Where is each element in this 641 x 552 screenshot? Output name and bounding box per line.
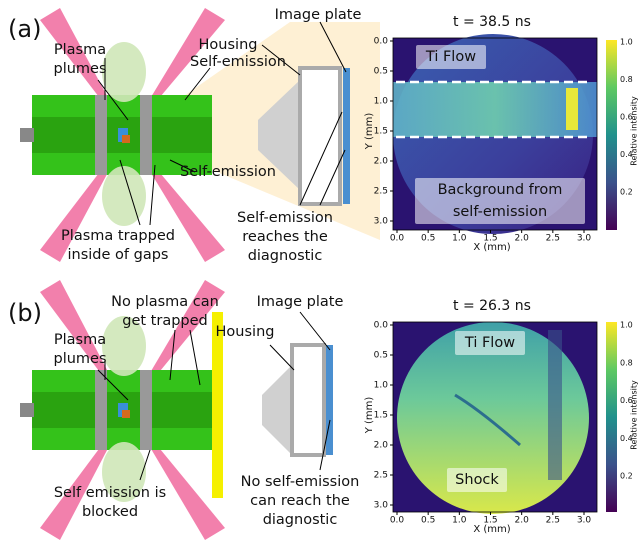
callout: can reach the bbox=[250, 493, 350, 509]
colorbar-tick-label: 0.8 bbox=[620, 358, 633, 367]
x-tick-label: 1.0 bbox=[452, 516, 467, 526]
x-tick-label: 1.5 bbox=[483, 516, 497, 526]
annotation: Ti Flow bbox=[425, 49, 476, 65]
x-tick-label: 2.0 bbox=[515, 234, 530, 244]
y-tick-label: 2.5 bbox=[374, 471, 388, 481]
annotation: Shock bbox=[455, 472, 499, 488]
x-tick-label: 0.0 bbox=[390, 234, 405, 244]
y-tick-label: 1.0 bbox=[374, 97, 389, 107]
x-tick-label: 2.0 bbox=[515, 516, 530, 526]
callout: Image plate bbox=[257, 294, 344, 310]
x-tick-label: 0.5 bbox=[421, 234, 435, 244]
y-tick-label: 1.0 bbox=[374, 381, 389, 391]
callout: Self-emission bbox=[237, 210, 333, 226]
y-tick-label: 2.5 bbox=[374, 187, 388, 197]
x-axis-label: X (mm) bbox=[473, 524, 510, 535]
annotation: self-emission bbox=[453, 204, 547, 220]
figure: (a) Image plate Housing Plasma plumes Self-em… bbox=[0, 0, 641, 552]
colorbar-tick-label: 0.6 bbox=[620, 396, 633, 405]
callout: No plasma can bbox=[111, 294, 219, 310]
callout: No self-emission bbox=[241, 474, 360, 490]
y-tick-label: 0.0 bbox=[374, 321, 389, 331]
x-tick-label: 0.0 bbox=[390, 516, 405, 526]
image-title: t = 38.5 ns bbox=[453, 14, 531, 30]
x-tick-label: 2.5 bbox=[546, 234, 560, 244]
x-axis-label: X (mm) bbox=[473, 242, 510, 253]
y-tick-label: 2.0 bbox=[374, 441, 389, 451]
callout: plumes bbox=[53, 351, 106, 367]
x-tick-label: 2.5 bbox=[546, 516, 560, 526]
colorbar-tick-label: 1.0 bbox=[620, 321, 633, 330]
callout: Plasma trapped bbox=[61, 228, 175, 244]
colorbar-tick-label: 0.4 bbox=[620, 150, 633, 159]
x-tick-label: 1.5 bbox=[483, 234, 497, 244]
colorbar-tick-label: 0.8 bbox=[620, 75, 633, 84]
colorbar-tick-label: 0.6 bbox=[620, 113, 633, 122]
callout: Self-emission bbox=[180, 164, 276, 180]
y-tick-label: 0.5 bbox=[374, 351, 388, 361]
callout: Housing bbox=[216, 324, 275, 340]
callout: Self emission is bbox=[54, 485, 166, 501]
y-tick-label: 3.0 bbox=[374, 501, 389, 511]
callout: plumes bbox=[53, 61, 106, 77]
panel-label: (b) bbox=[8, 299, 42, 327]
y-tick-label: 1.5 bbox=[374, 411, 388, 421]
callout: inside of gaps bbox=[68, 247, 169, 263]
callout: Self-emission bbox=[190, 54, 286, 70]
callout: get trapped bbox=[122, 313, 208, 329]
x-tick-label: 3.0 bbox=[577, 234, 592, 244]
callout: Plasma bbox=[54, 42, 106, 58]
colorbar-tick-label: 1.0 bbox=[620, 38, 633, 47]
y-tick-label: 1.5 bbox=[374, 127, 388, 137]
callout: Image plate bbox=[275, 7, 362, 23]
callout: diagnostic bbox=[248, 248, 323, 264]
annotation: Ti Flow bbox=[464, 335, 515, 351]
y-tick-label: 2.0 bbox=[374, 157, 389, 167]
y-tick-label: 0.5 bbox=[374, 67, 388, 77]
callout: diagnostic bbox=[263, 512, 338, 528]
x-tick-label: 0.5 bbox=[421, 516, 435, 526]
annotation: Background from bbox=[438, 182, 563, 198]
x-tick-label: 1.0 bbox=[452, 234, 467, 244]
y-tick-label: 0.0 bbox=[374, 37, 389, 47]
callout: blocked bbox=[82, 504, 138, 520]
colorbar-tick-label: 0.4 bbox=[620, 434, 633, 443]
colorbar-tick-label: 0.2 bbox=[620, 472, 633, 481]
colorbar-tick-label: 0.2 bbox=[620, 188, 633, 197]
y-tick-label: 3.0 bbox=[374, 217, 389, 227]
callout: Housing bbox=[199, 37, 258, 53]
image-title: t = 26.3 ns bbox=[453, 298, 531, 314]
callout: Plasma bbox=[54, 332, 106, 348]
callout: reaches the bbox=[242, 229, 328, 245]
panel-label: (a) bbox=[8, 15, 41, 43]
x-tick-label: 3.0 bbox=[577, 516, 592, 526]
